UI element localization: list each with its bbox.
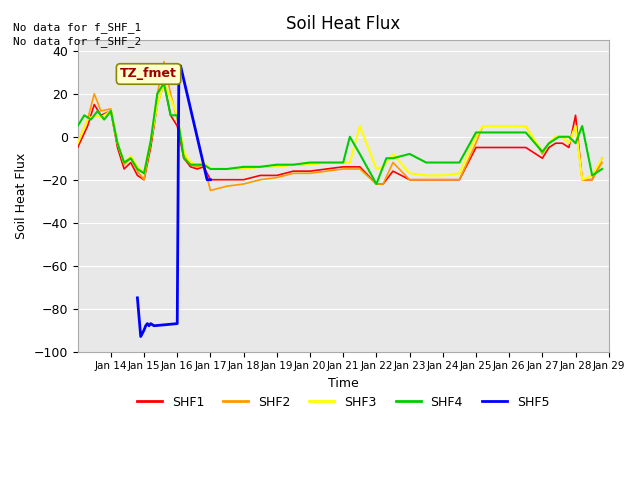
X-axis label: Time: Time xyxy=(328,377,358,390)
Legend: SHF1, SHF2, SHF3, SHF4, SHF5: SHF1, SHF2, SHF3, SHF4, SHF5 xyxy=(132,391,554,414)
Y-axis label: Soil Heat Flux: Soil Heat Flux xyxy=(15,153,28,239)
Text: No data for f_SHF_1: No data for f_SHF_1 xyxy=(13,22,141,33)
Title: Soil Heat Flux: Soil Heat Flux xyxy=(286,15,401,33)
Text: TZ_fmet: TZ_fmet xyxy=(120,68,177,81)
Text: No data for f_SHF_2: No data for f_SHF_2 xyxy=(13,36,141,47)
